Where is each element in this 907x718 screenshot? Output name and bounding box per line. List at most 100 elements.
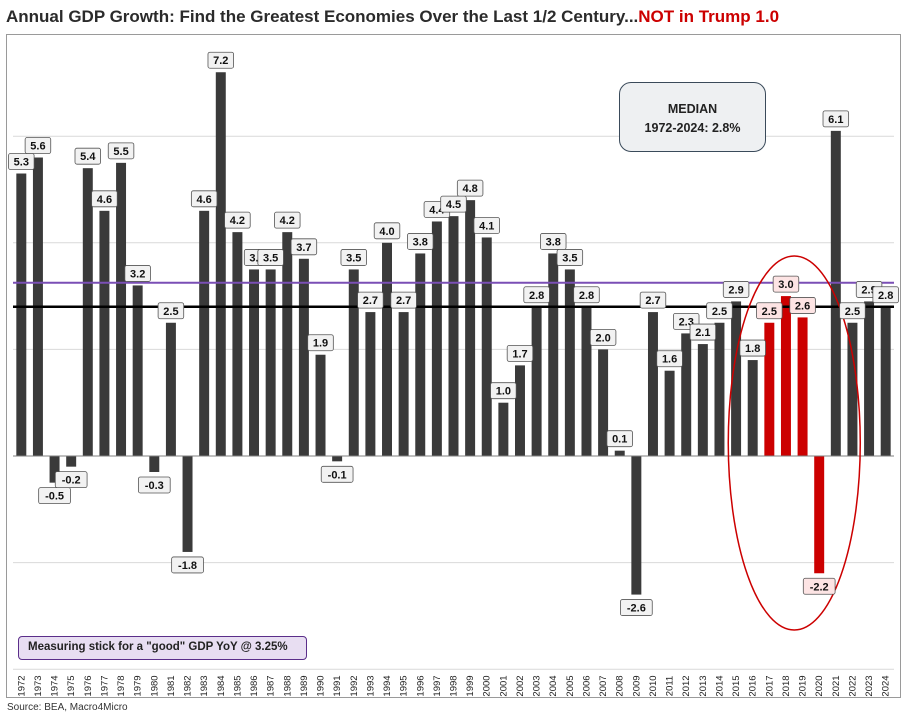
bar-1977 xyxy=(99,210,110,456)
x-tick-2011: 2011 xyxy=(665,676,676,696)
data-label-box-1980 xyxy=(137,476,171,494)
source-note: Source: BEA, Macro4Micro xyxy=(7,702,128,713)
data-label-2024: 2.8 xyxy=(878,290,893,302)
data-label-2020: -2.2 xyxy=(810,581,829,593)
data-label-1999: 4.8 xyxy=(462,183,477,195)
data-label-box-1983 xyxy=(190,190,218,208)
x-tick-1992: 1992 xyxy=(349,675,360,696)
bar-1988 xyxy=(282,232,293,456)
x-tick-1973: 1973 xyxy=(33,675,44,696)
data-label-2010: 2.7 xyxy=(645,295,660,307)
x-tick-2018: 2018 xyxy=(781,675,792,696)
x-tick-2010: 2010 xyxy=(648,675,659,696)
data-label-1977: 4.6 xyxy=(97,194,112,206)
bar-2018 xyxy=(780,296,791,456)
chart-area: 5.3 5.6 -0.5 -0.2 5.4 4.6 5.5 3.2 -0.3 2.5 -1.8 4.6… xyxy=(6,34,901,698)
data-label-box-1987 xyxy=(257,249,284,266)
bar-2011 xyxy=(664,370,675,456)
data-label-1992: 3.5 xyxy=(346,252,361,264)
data-label-box-1992 xyxy=(340,249,367,266)
data-label-2011: 1.6 xyxy=(662,354,677,366)
bar-1982 xyxy=(182,456,193,552)
x-tick-1993: 1993 xyxy=(365,675,376,696)
bar-2008 xyxy=(614,450,625,456)
data-label-box-2006 xyxy=(573,286,600,304)
data-label-1973: 5.6 xyxy=(30,141,45,153)
data-label-1974: -0.5 xyxy=(45,491,64,503)
data-label-1981: 2.5 xyxy=(163,306,178,318)
x-tick-1997: 1997 xyxy=(432,675,443,696)
data-label-box-2014 xyxy=(706,302,733,320)
data-label-box-1990 xyxy=(307,334,334,352)
gdp-bar-chart: 5.35.6 -0.5 -0.2 5.4 4.6 5.5 3.2 -0.3 2.5 -1.8 4.6… xyxy=(8,51,899,697)
bar-2022 xyxy=(847,322,858,456)
bar-1989 xyxy=(298,258,309,456)
x-tick-1988: 1988 xyxy=(282,675,293,696)
bar-1997 xyxy=(431,221,442,456)
data-label-box-1998 xyxy=(440,195,467,213)
x-tick-1984: 1984 xyxy=(216,675,227,696)
data-label-box-2000 xyxy=(473,217,500,234)
x-tick-2009: 2009 xyxy=(631,675,642,696)
data-label-1988: 4.2 xyxy=(280,215,295,227)
data-label-box-2021 xyxy=(822,110,850,128)
data-label-2016: 1.8 xyxy=(745,343,760,355)
x-tick-1985: 1985 xyxy=(232,675,243,696)
bar-1992 xyxy=(348,269,359,456)
bar-2019 xyxy=(797,317,808,456)
data-label-1996: 3.8 xyxy=(413,236,428,248)
bar-2009 xyxy=(631,456,642,595)
data-label-box-1993 xyxy=(357,291,384,309)
bar-2010 xyxy=(647,312,658,456)
data-label-2022: 2.5 xyxy=(845,306,860,318)
data-label-1983: 4.6 xyxy=(197,194,212,206)
data-label-box-1994 xyxy=(373,222,401,240)
x-tick-1990: 1990 xyxy=(316,675,327,696)
data-label-box-2003 xyxy=(523,286,550,304)
data-label-1984: 7.2 xyxy=(213,55,228,67)
data-label-box-1996 xyxy=(407,233,434,250)
bar-2015 xyxy=(731,301,742,456)
data-label-box-2017 xyxy=(756,302,783,320)
x-tick-2021: 2021 xyxy=(831,675,842,696)
data-label-2017: 2.5 xyxy=(762,306,777,318)
bar-1974 xyxy=(49,456,60,483)
data-label-box-1979 xyxy=(124,265,151,282)
data-label-box-1972 xyxy=(8,153,35,170)
data-label-box-1982 xyxy=(171,556,204,574)
x-tick-2024: 2024 xyxy=(881,675,892,696)
data-label-box-1988 xyxy=(274,211,301,229)
x-tick-2022: 2022 xyxy=(847,675,858,696)
x-tick-2012: 2012 xyxy=(681,675,692,696)
data-label-box-1984 xyxy=(207,51,234,69)
x-tick-1972: 1972 xyxy=(16,675,27,696)
data-label-box-2020 xyxy=(802,577,836,595)
data-label-2000: 4.1 xyxy=(479,220,494,232)
data-label-box-1974 xyxy=(38,487,71,505)
data-label-box-1995 xyxy=(390,291,417,309)
x-tick-1981: 1981 xyxy=(166,675,177,696)
bar-1981 xyxy=(165,322,176,456)
data-label-2003: 2.8 xyxy=(529,290,544,302)
x-tick-2002: 2002 xyxy=(515,675,526,696)
data-label-box-2019 xyxy=(789,297,816,314)
data-label-1994: 4.0 xyxy=(379,226,394,238)
bar-2000 xyxy=(481,237,492,456)
bar-2023 xyxy=(864,301,875,456)
data-label-box-1976 xyxy=(74,147,102,165)
bar-1995 xyxy=(398,312,409,456)
data-label-1979: 3.2 xyxy=(130,268,145,280)
data-label-box-1981 xyxy=(157,302,185,320)
data-label-box-2015 xyxy=(722,281,750,298)
data-label-2021: 6.1 xyxy=(828,114,843,126)
bar-1983 xyxy=(199,210,210,456)
data-label-2008: 0.1 xyxy=(612,434,627,446)
x-tick-1999: 1999 xyxy=(465,675,476,696)
x-tick-2006: 2006 xyxy=(581,675,592,696)
bar-2013 xyxy=(697,344,708,456)
bar-2001 xyxy=(498,402,509,456)
x-tick-1979: 1979 xyxy=(133,675,144,696)
title-main: Annual GDP Growth: Find the Greatest Eco… xyxy=(6,7,639,26)
title-highlight: NOT in Trump 1.0 xyxy=(638,7,780,26)
x-tick-1996: 1996 xyxy=(415,675,426,696)
